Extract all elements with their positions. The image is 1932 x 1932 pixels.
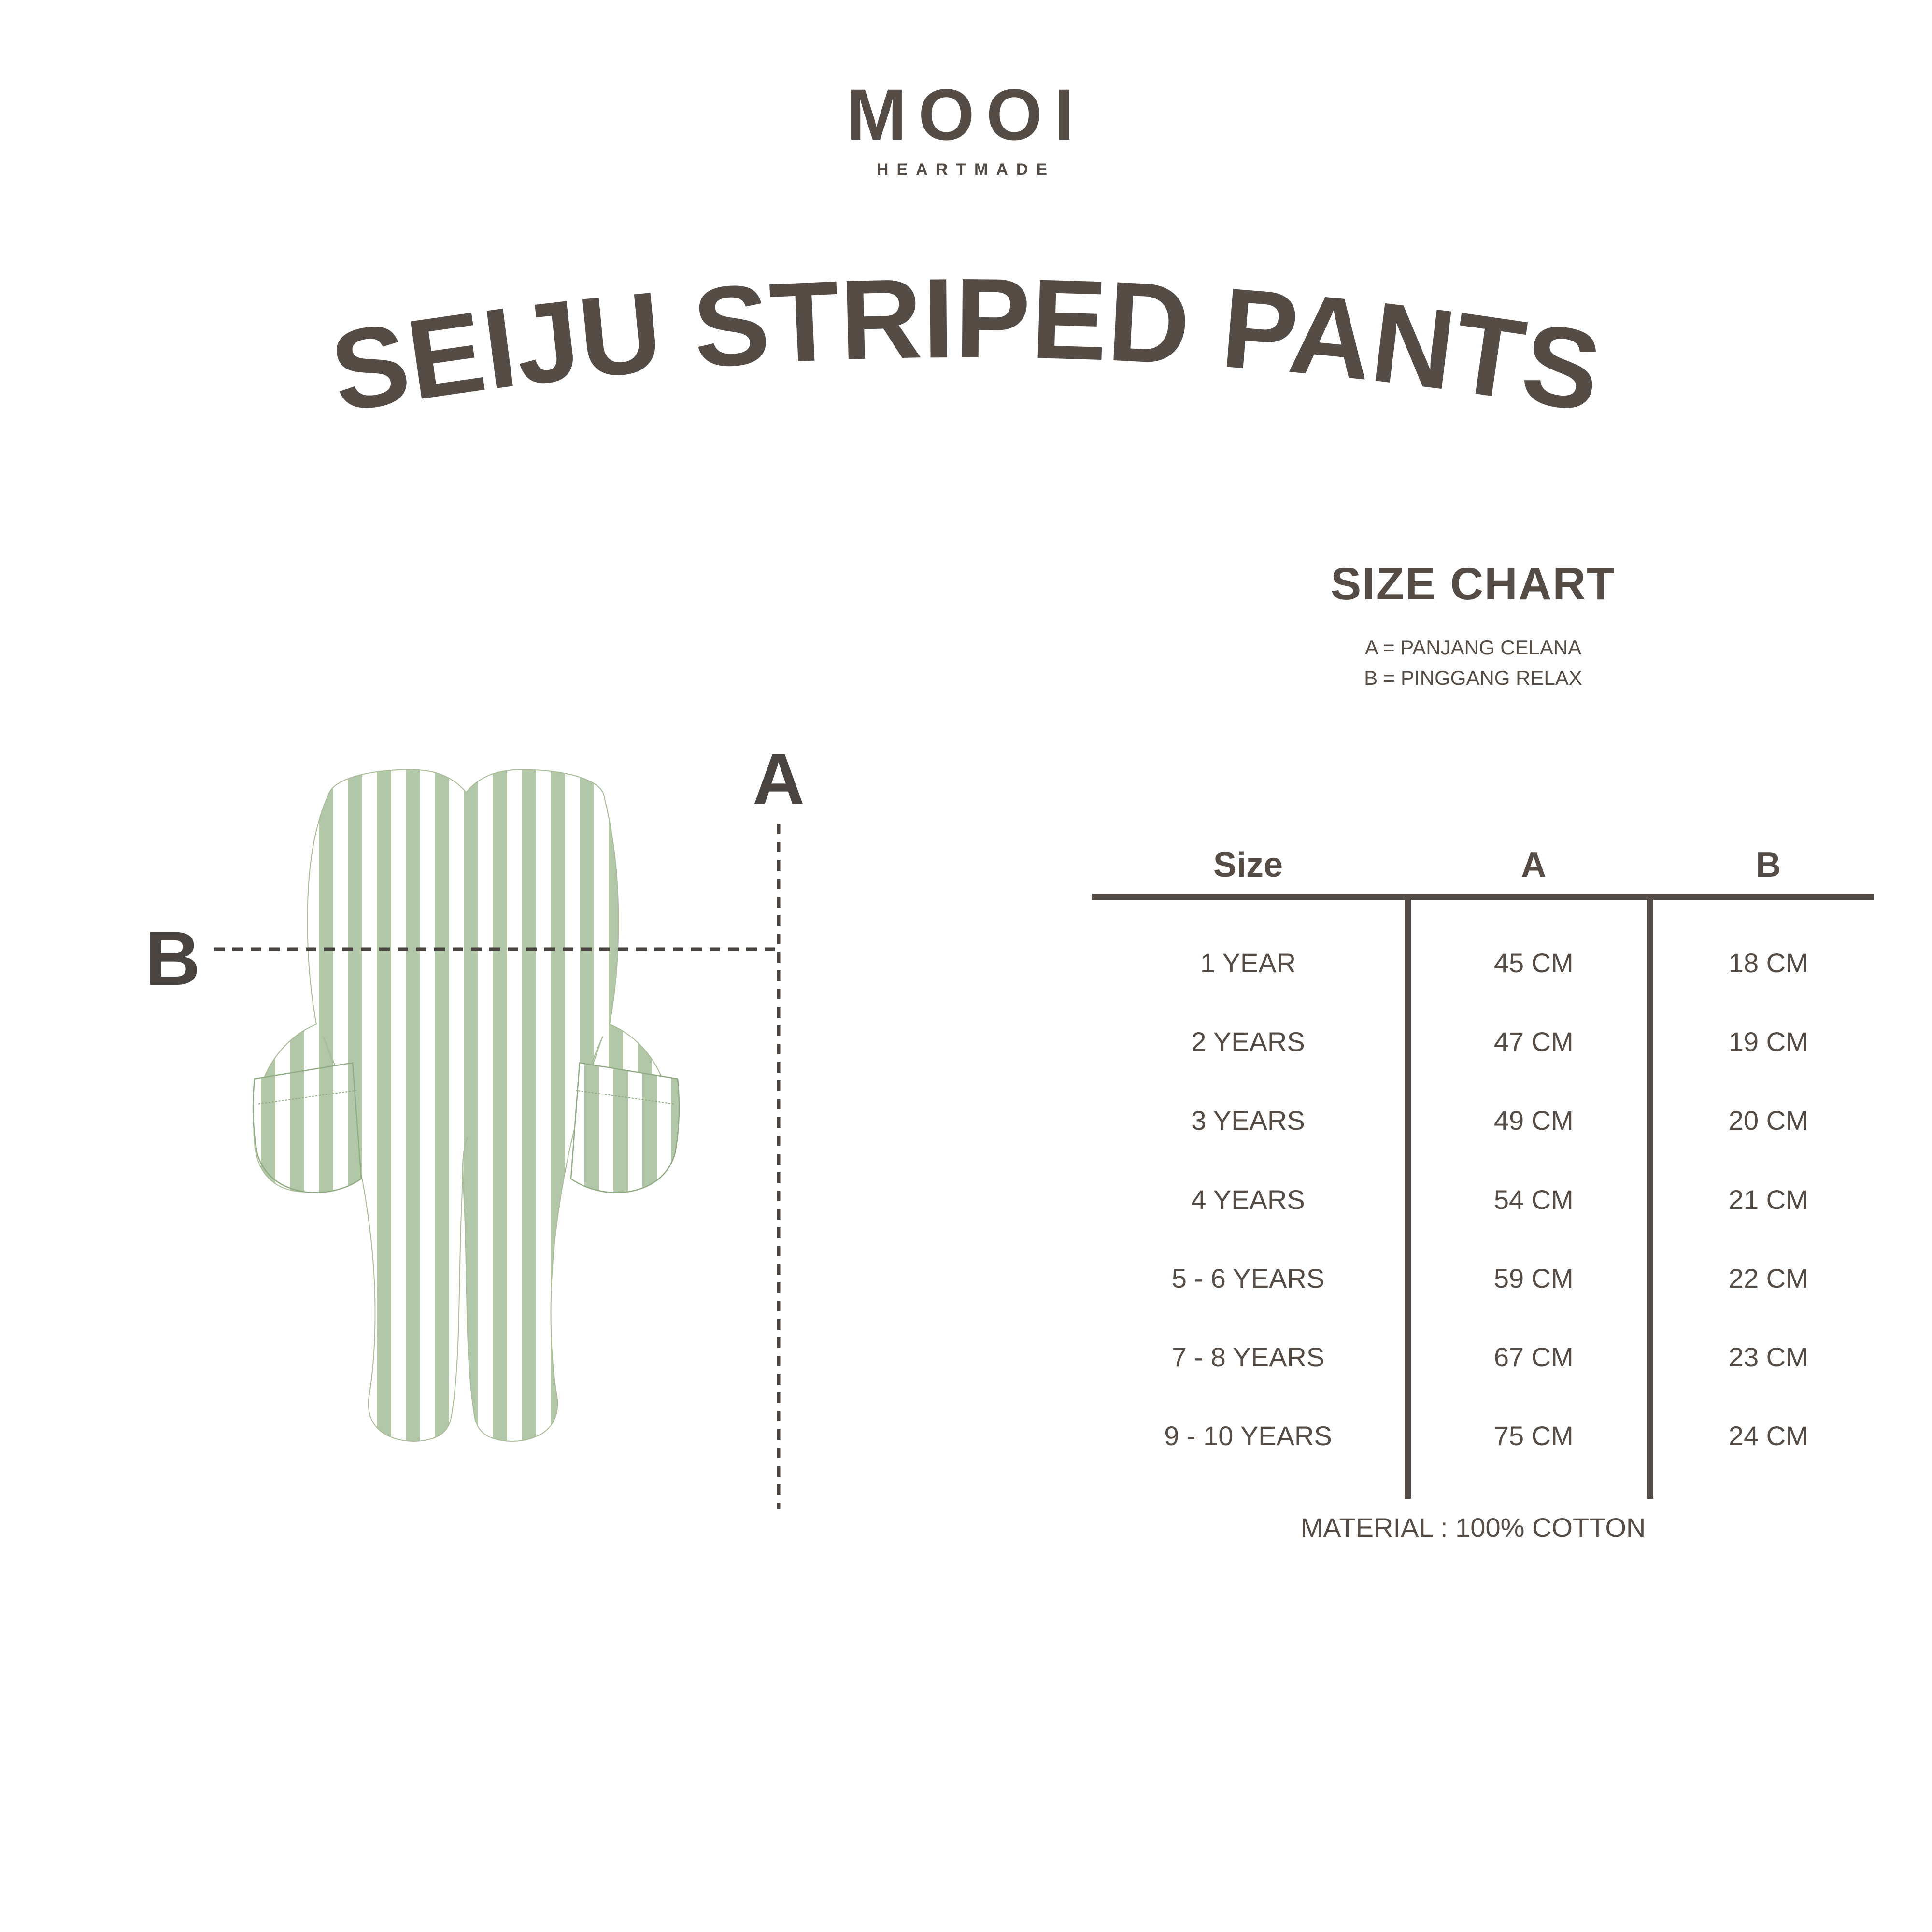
svg-text:A: A [753, 739, 805, 820]
svg-text:SEIJU STRIPED PANTS: SEIJU STRIPED PANTS [323, 255, 1609, 436]
